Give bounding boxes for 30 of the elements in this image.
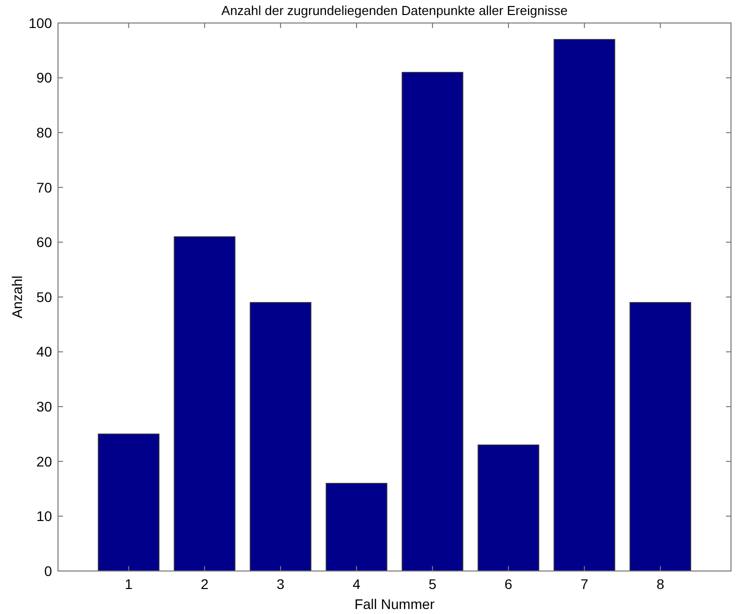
x-tick-label: 1: [124, 576, 133, 592]
x-axis-title: Fall Nummer: [354, 596, 435, 612]
bar: [478, 444, 540, 572]
x-tick-label: 6: [504, 576, 513, 592]
y-tick-label: 100: [28, 14, 52, 31]
chart-title: Anzahl der zugrundeliegenden Datenpunkte aller Ereignisse: [221, 3, 568, 18]
y-tick-label: 70: [36, 179, 52, 196]
bar: [250, 302, 312, 572]
y-tick-label: 30: [36, 398, 52, 414]
x-tick-label: 8: [656, 576, 664, 592]
bar: [554, 39, 616, 572]
bar: [402, 72, 464, 572]
y-tick-label: 80: [36, 124, 52, 140]
y-tick-label: 20: [36, 453, 52, 470]
bar: [174, 236, 236, 572]
y-axis-title: Anzahl: [9, 276, 25, 318]
bar: [326, 482, 388, 572]
x-tick-label: 4: [352, 576, 361, 592]
y-tick-label: 90: [36, 70, 52, 86]
bar: [630, 302, 692, 572]
y-tick-label: 60: [36, 234, 52, 250]
bar: [98, 434, 160, 572]
x-tick-label: 7: [580, 576, 588, 592]
y-tick-label: 10: [36, 508, 52, 524]
x-tick-label: 3: [276, 576, 285, 592]
y-tick-label: 0: [44, 562, 52, 579]
x-tick-label: 5: [428, 576, 437, 592]
y-tick-label: 40: [36, 344, 52, 360]
x-tick-label: 2: [200, 576, 209, 592]
y-tick-label: 50: [36, 288, 52, 305]
